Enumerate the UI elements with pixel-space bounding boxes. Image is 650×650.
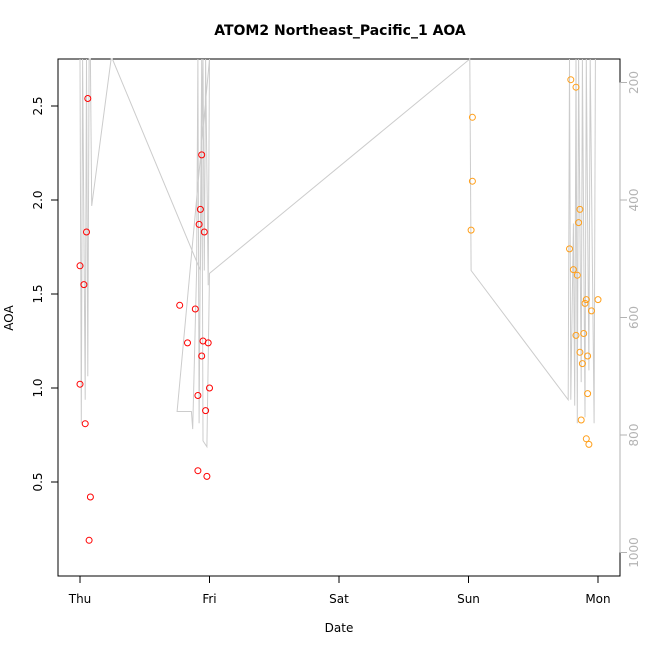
data-point: [576, 205, 584, 213]
data-point: [76, 262, 84, 270]
data-point: [198, 151, 206, 159]
data-point: [573, 271, 581, 279]
data-point: [198, 352, 206, 360]
data-point: [577, 416, 585, 424]
data-point: [76, 380, 84, 388]
data-point: [194, 392, 202, 399]
data-point: [594, 296, 602, 304]
data-point: [204, 339, 212, 347]
y-tick-label: 0.5: [31, 472, 45, 491]
plot-frame: [57, 58, 621, 577]
x-tick-label: Sun: [457, 592, 480, 606]
data-point: [584, 390, 592, 398]
data-point: [196, 205, 204, 213]
chart-title: ATOM2 Northeast_Pacific_1 AOA: [214, 23, 466, 39]
data-point: [176, 301, 184, 309]
secondary-y-tick-label: 200: [627, 71, 641, 94]
secondary-y-axis: 200 400 600 800 1000: [619, 71, 641, 568]
data-point: [467, 226, 475, 234]
data-point: [191, 305, 199, 313]
x-axis-label: Date: [325, 621, 354, 635]
data-point: [83, 228, 90, 236]
data-point: [567, 76, 575, 84]
x-tick-label: Mon: [585, 592, 610, 606]
x-tick-label: Thu: [68, 592, 92, 606]
x-tick-label: Sat: [329, 592, 349, 606]
data-point: [86, 493, 94, 501]
line-layer: [79, 57, 596, 449]
secondary-y-tick-label: 600: [627, 306, 641, 329]
data-point: [80, 281, 88, 289]
data-point: [206, 384, 213, 392]
data-point: [200, 228, 208, 236]
y-tick-label: 2.0: [31, 190, 45, 209]
y-tick-label: 1.0: [31, 378, 45, 397]
data-point: [582, 435, 590, 443]
points-layer: [76, 76, 602, 544]
data-point: [84, 95, 92, 102]
data-point: [194, 467, 202, 475]
data-point: [572, 331, 580, 339]
data-point: [81, 420, 89, 428]
data-point: [572, 83, 580, 91]
data-point: [195, 220, 203, 228]
data-point: [581, 299, 589, 307]
data-point: [582, 296, 590, 304]
data-point: [578, 360, 586, 368]
y-tick-label: 1.5: [31, 284, 45, 303]
data-point: [576, 348, 584, 356]
data-point: [85, 536, 93, 544]
data-point: [585, 440, 593, 448]
data-point: [203, 472, 211, 480]
x-tick-label: Fri: [202, 592, 216, 606]
depth-line: [79, 57, 596, 449]
data-point: [184, 339, 191, 347]
y-axis-label: AOA: [2, 304, 16, 330]
y-axis: 0.5 1.0 1.5 2.0 2.5: [31, 96, 59, 492]
data-point: [588, 307, 595, 315]
data-point: [580, 330, 588, 337]
secondary-y-tick-label: 400: [627, 189, 641, 212]
data-point: [468, 177, 476, 185]
data-point: [575, 219, 583, 227]
data-point: [566, 245, 573, 253]
x-axis: Thu Fri Sat Sun Mon: [68, 575, 611, 606]
data-point: [569, 266, 577, 274]
data-point: [584, 352, 592, 360]
secondary-y-tick-label: 800: [627, 424, 641, 447]
y-tick-label: 2.5: [31, 96, 45, 115]
data-point: [202, 407, 210, 415]
data-point: [468, 113, 476, 121]
secondary-y-tick-label: 1000: [627, 537, 641, 568]
